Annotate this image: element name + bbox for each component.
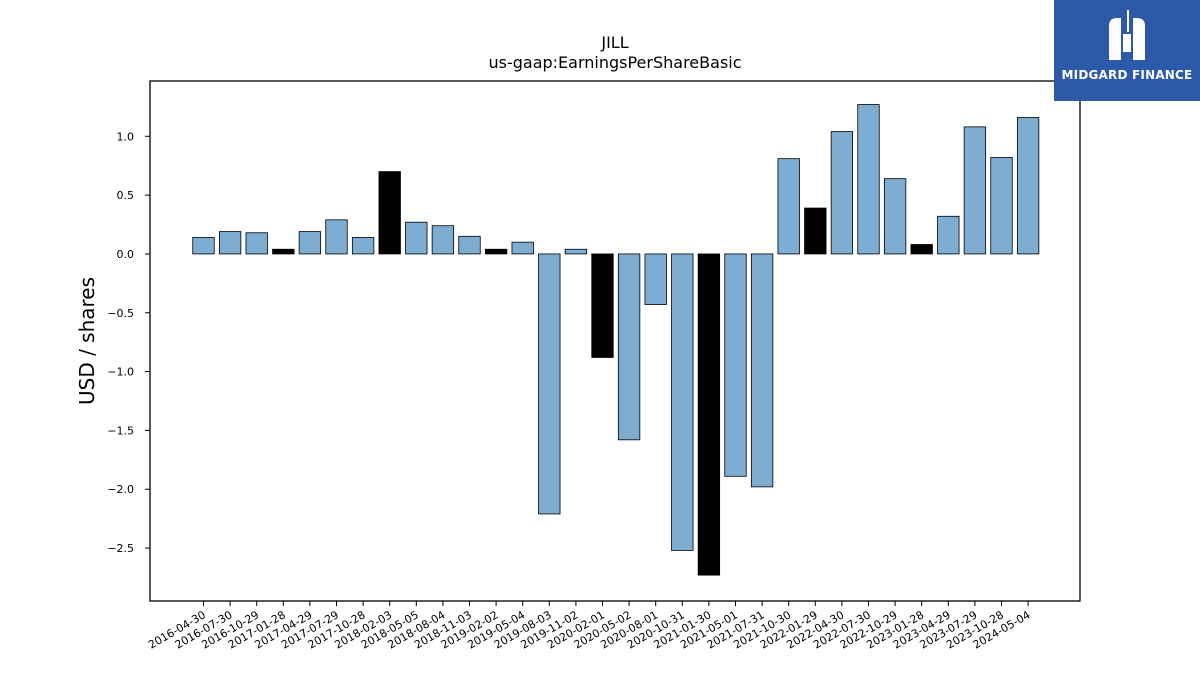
bar-2023-01-28 [910,244,933,255]
bar-2016-10-29 [245,232,268,255]
midgard-finance-logo: MIDGARD FINANCE [1054,0,1200,101]
y-tick-label: −1.5 [107,424,134,437]
bar-2019-11-02 [564,248,588,255]
y-tick-label: −2.0 [107,483,134,496]
x-ticks-group: 2016-04-302016-07-302016-10-292017-01-28… [146,601,1033,652]
bar-2022-01-29 [804,207,827,255]
bar-2019-02-02 [484,248,508,255]
bar-2018-11-03 [458,235,481,255]
bar-2019-08-03 [538,253,561,515]
bar-2016-07-30 [218,231,242,255]
bar-2017-10-28 [351,237,375,255]
plot-frame [149,80,1081,602]
bar-2021-01-30 [697,253,721,576]
bar-2017-01-28 [272,248,295,255]
bar-2021-10-30 [777,158,800,255]
bar-2020-05-02 [617,253,641,441]
chart-subtitle: us-gaap:EarningsPerShareBasic [488,53,741,72]
bar-2019-05-04 [511,241,534,255]
bar-2023-10-28 [990,157,1013,255]
bar-2018-05-05 [405,221,428,255]
y-axis-label: USD / shares [75,277,99,405]
bar-2020-08-01 [644,253,667,305]
bar-2017-04-29 [298,231,322,255]
y-tick-label: −0.5 [107,307,134,320]
bar-2021-07-31 [750,253,774,488]
bar-2020-10-31 [671,253,694,551]
chart-title: JILL [600,33,628,52]
y-tick-label: 0.0 [117,248,135,261]
y-tick-label: −1.0 [107,366,134,379]
bar-2018-02-03 [378,171,401,255]
y-tick-label: −2.5 [107,542,134,555]
bar-2023-04-29 [937,215,960,255]
midgard-logo-icon [1109,10,1145,60]
y-tick-label: 0.5 [117,189,135,202]
bar-2022-07-30 [857,104,880,255]
logo-text: MIDGARD FINANCE [1061,68,1193,82]
bar-2022-10-29 [883,178,907,255]
y-tick-label: 1.0 [117,130,135,143]
bar-2017-07-29 [325,219,348,255]
bar-2018-08-04 [431,225,455,255]
bar-2021-05-01 [724,253,747,477]
bar-2024-05-04 [1016,117,1040,255]
bar-2020-02-01 [591,253,614,358]
bar-2016-04-30 [192,237,215,255]
bars-group [192,104,1040,576]
bar-2023-07-29 [963,126,987,255]
y-ticks-group: 1.0 0.5 0.0 −0.5 −1.0 −1.5 −2.0 −2.5 [107,130,150,555]
bar-2022-04-30 [830,131,854,255]
